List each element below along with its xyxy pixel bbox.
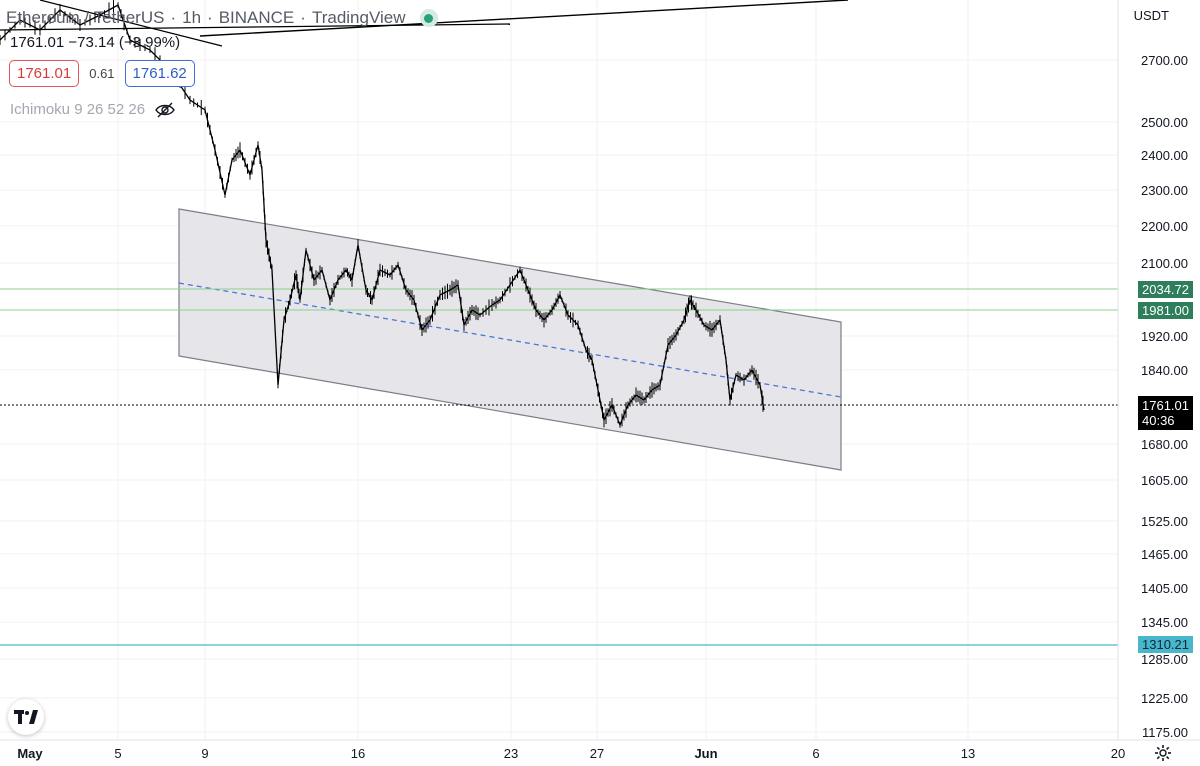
date-tick: 6 bbox=[812, 746, 820, 761]
price-tick: 2700.00 bbox=[1141, 53, 1188, 68]
indicator-label: Ichimoku 9 26 52 26 bbox=[10, 101, 146, 118]
current-price-value: 1761.01 bbox=[1142, 398, 1189, 413]
date-tick: 27 bbox=[589, 746, 605, 761]
date-tick: 16 bbox=[350, 746, 366, 761]
level-tag-low[interactable]: 1310.21 bbox=[1138, 636, 1193, 653]
date-tick: 23 bbox=[503, 746, 519, 761]
price-tick: 1840.00 bbox=[1141, 363, 1188, 378]
price-tick: 1465.00 bbox=[1141, 547, 1188, 562]
chart-legend[interactable]: Ethereum / TetherUS · 1h · BINANCE · Tra… bbox=[6, 8, 438, 28]
date-tick: 5 bbox=[114, 746, 122, 761]
price-tick: 2500.00 bbox=[1141, 115, 1188, 130]
price-tick: 2200.00 bbox=[1141, 219, 1188, 234]
trend-line-diagonal[interactable] bbox=[39, 0, 223, 47]
date-tick: Jun bbox=[694, 746, 718, 761]
price-tick: 1405.00 bbox=[1141, 581, 1188, 596]
level-tag-high[interactable]: 2034.72 bbox=[1138, 281, 1193, 298]
bar-countdown: 40:36 bbox=[1142, 413, 1175, 428]
buy-sell-panel: 1761.01 0.61 1761.62 bbox=[9, 60, 195, 87]
spread-value: 0.61 bbox=[89, 66, 115, 81]
price-tick: 1920.00 bbox=[1141, 329, 1188, 344]
price-tick: 2400.00 bbox=[1141, 148, 1188, 163]
price-tick: 1345.00 bbox=[1141, 615, 1188, 630]
price-tick: 1525.00 bbox=[1141, 514, 1188, 529]
price-tick: 1605.00 bbox=[1141, 473, 1188, 488]
price-tick: 2100.00 bbox=[1141, 256, 1188, 271]
symbol-name[interactable]: Ethereum / TetherUS bbox=[6, 8, 165, 27]
trend-line-upper[interactable] bbox=[199, 0, 849, 37]
date-tick: 13 bbox=[960, 746, 976, 761]
current-price-tag: 1761.01 40:36 bbox=[1138, 396, 1193, 430]
gear-icon[interactable] bbox=[1154, 744, 1172, 762]
price-tick: 2300.00 bbox=[1141, 183, 1188, 198]
price-tick: 1175.00 bbox=[1141, 725, 1188, 740]
level-tag-mid[interactable]: 1981.00 bbox=[1138, 302, 1193, 319]
ohlc-values: 1761.01 −73.14 (−3.99%) bbox=[10, 34, 181, 51]
sell-button[interactable]: 1761.01 bbox=[9, 60, 80, 87]
exchange-label: BINANCE bbox=[218, 8, 295, 27]
date-tick: 20 bbox=[1110, 746, 1126, 761]
date-tick: 9 bbox=[201, 746, 209, 761]
live-status-dot bbox=[419, 9, 438, 27]
interval-label[interactable]: 1h bbox=[182, 8, 202, 27]
eye-slash-icon[interactable] bbox=[155, 102, 175, 118]
currency-label[interactable]: USDT bbox=[1133, 8, 1169, 23]
price-series bbox=[0, 0, 765, 428]
price-tick: 1285.00 bbox=[1141, 652, 1188, 667]
price-tick: 1680.00 bbox=[1141, 437, 1188, 452]
indicator-legend[interactable]: Ichimoku 9 26 52 26 bbox=[10, 101, 175, 118]
date-tick: May bbox=[17, 746, 43, 761]
price-tick: 1225.00 bbox=[1141, 691, 1188, 706]
tradingview-logo-icon[interactable] bbox=[8, 699, 44, 735]
buy-button[interactable]: 1761.62 bbox=[124, 60, 195, 87]
platform-label: TradingView bbox=[311, 8, 406, 27]
